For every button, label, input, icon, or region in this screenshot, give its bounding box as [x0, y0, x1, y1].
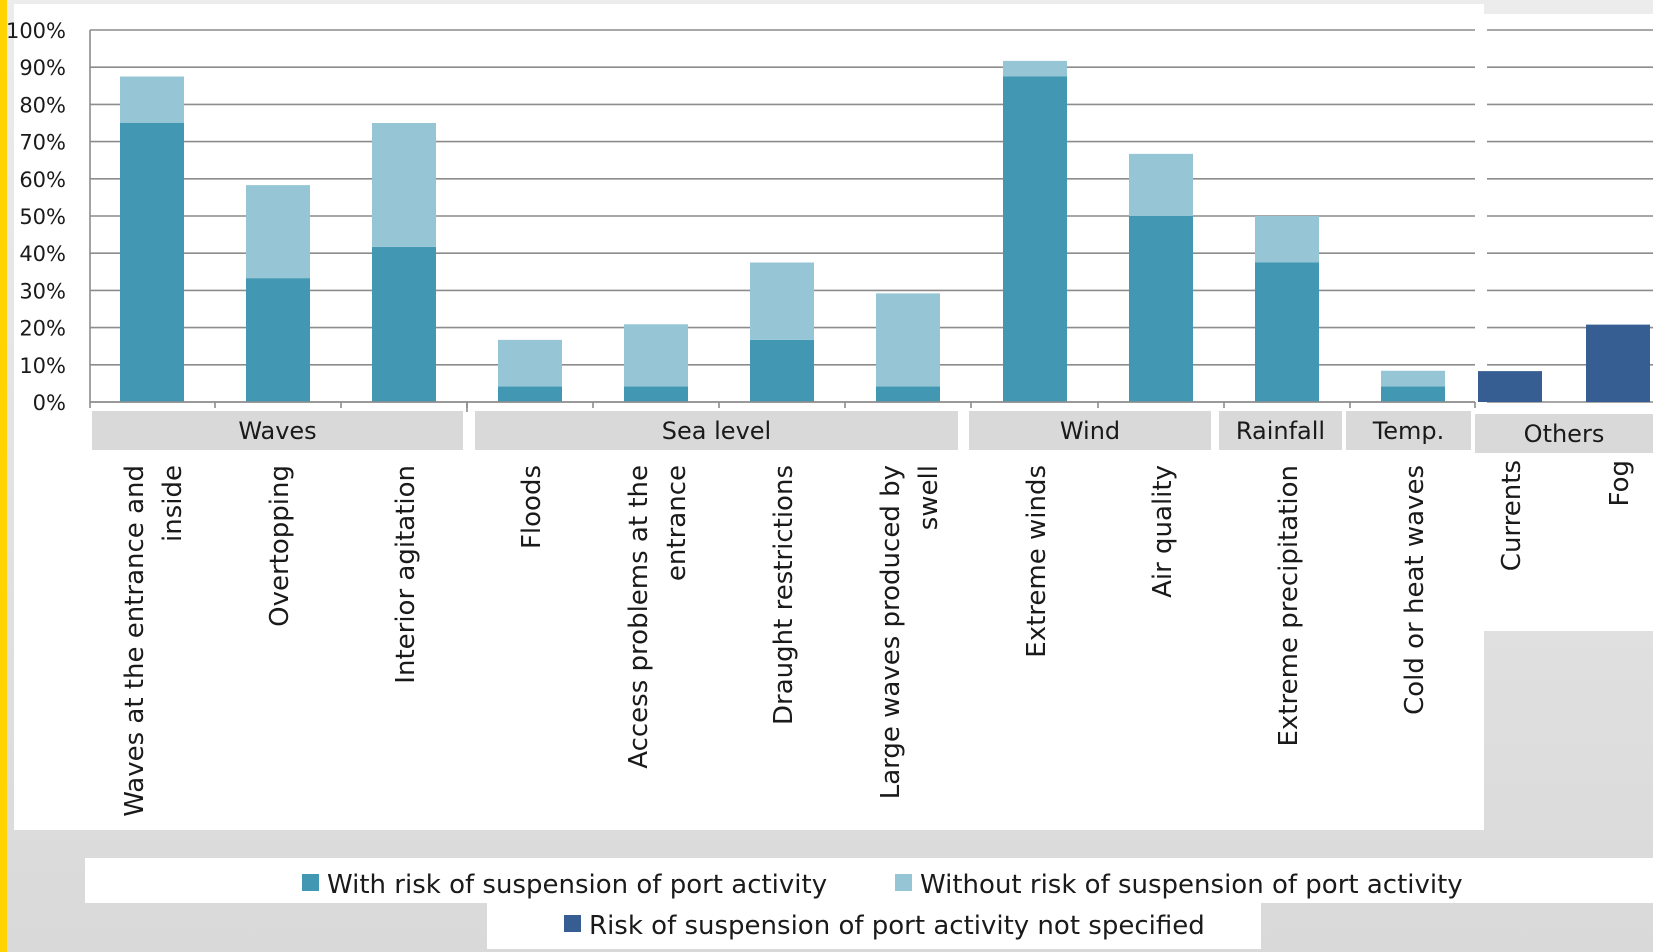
y-tick-label: 20% — [19, 317, 66, 341]
bar-floods-with-risk-of-suspension-of-port-activity — [498, 386, 562, 402]
y-tick-label: 80% — [19, 93, 66, 117]
x-tick-label-currents: Currents — [1497, 460, 1527, 571]
bar-draught-restrictions-with-risk-of-suspension-of-port-activity — [750, 339, 814, 402]
y-tick-label: 30% — [19, 279, 66, 303]
x-tick-label-waves-at-the-entrance-and-inside: Waves at the entrance and — [120, 465, 150, 817]
gridlines — [90, 29, 1653, 403]
bars — [120, 60, 1650, 402]
y-tick-label: 10% — [19, 354, 66, 378]
x-tick-label-fog: Fog — [1605, 460, 1635, 506]
bar-overtopping-without-risk-of-suspension-of-port-activity — [246, 185, 310, 279]
bar-cold-or-heat-waves-with-risk-of-suspension-of-port-activity — [1381, 386, 1445, 402]
bar-extreme-precipitation-without-risk-of-suspension-of-port-activity — [1255, 216, 1319, 263]
legend-swatch-not-specified — [564, 915, 581, 932]
bar-large-waves-produced-by-swell-with-risk-of-suspension-of-port-activity — [876, 386, 940, 402]
legend-item-not-specified: Risk of suspension of port activity not … — [564, 911, 1205, 941]
x-tick-label-draught-restrictions: Draught restrictions — [769, 465, 799, 725]
group-box-sea-level — [475, 411, 958, 450]
bar-interior-agitation-with-risk-of-suspension-of-port-activity — [372, 246, 436, 402]
bar-air-quality-without-risk-of-suspension-of-port-activity — [1129, 153, 1193, 216]
bar-interior-agitation-without-risk-of-suspension-of-port-activity — [372, 123, 436, 247]
group-box-rainfall — [1219, 411, 1342, 450]
y-tick-label: 70% — [19, 131, 66, 155]
legend-item-with-risk: With risk of suspension of port activity — [302, 870, 827, 900]
y-tick-label: 90% — [19, 56, 66, 80]
bar-access-problems-at-the-entrance-with-risk-of-suspension-of-port-activity — [624, 386, 688, 402]
legend-swatch-without-risk — [895, 874, 912, 891]
y-axis-ticks: 0% 10% 20% 30% 40% 50% 60% 70% 80% 90% 100% — [6, 19, 66, 415]
legend-panel-secondary — [487, 903, 1261, 949]
group-box-waves — [92, 411, 463, 450]
bar-fog-risk-of-suspension-of-port-activity-not-specified — [1586, 324, 1650, 402]
x-tick-label-waves-at-the-entrance-and-inside: inside — [158, 465, 188, 542]
legend-label-with-risk: With risk of suspension of port activity — [327, 870, 828, 900]
x-tick-label-interior-agitation: Interior agitation — [391, 465, 421, 684]
legend-label-without-risk: Without risk of suspension of port activ… — [920, 870, 1463, 900]
x-tick-label-floods: Floods — [517, 465, 547, 549]
x-tick-label-extreme-winds: Extreme winds — [1022, 465, 1052, 658]
bar-large-waves-produced-by-swell-without-risk-of-suspension-of-port-activity — [876, 293, 940, 387]
bar-waves-at-the-entrance-and-inside-without-risk-of-suspension-of-port-activity — [120, 76, 184, 123]
x-tick-label-overtopping: Overtopping — [265, 465, 295, 627]
others-chart-panel — [1484, 14, 1653, 631]
group-box-temp — [1346, 411, 1471, 450]
legend-item-without-risk: Without risk of suspension of port activ… — [895, 870, 1463, 900]
category-groups: Waves Sea level Wind Rainfall Temp. Others — [92, 411, 1653, 453]
x-tick-label-access-problems-at-the-entrance: entrance — [662, 465, 692, 581]
group-label-waves: Waves — [238, 417, 316, 445]
x-tick-label-extreme-precipitation: Extreme precipitation — [1274, 465, 1304, 747]
legend-label-not-specified: Risk of suspension of port activity not … — [589, 911, 1205, 941]
bar-floods-without-risk-of-suspension-of-port-activity — [498, 339, 562, 387]
axes — [89, 30, 1476, 412]
bar-currents-risk-of-suspension-of-port-activity-not-specified — [1478, 371, 1542, 402]
x-tick-label-large-waves-produced-by-swell: Large waves produced by — [876, 465, 906, 799]
group-label-rainfall: Rainfall — [1236, 417, 1325, 445]
x-axis-labels: Waves at the entrance and inside Overtoppi… — [120, 460, 1635, 817]
x-tick-label-cold-or-heat-waves: Cold or heat waves — [1400, 465, 1430, 715]
group-label-wind: Wind — [1060, 417, 1120, 445]
bar-extreme-winds-with-risk-of-suspension-of-port-activity — [1003, 76, 1067, 402]
accent-stripe — [0, 0, 7, 952]
y-tick-label: 0% — [33, 391, 66, 415]
group-box-wind — [969, 411, 1211, 450]
bar-extreme-winds-without-risk-of-suspension-of-port-activity — [1003, 60, 1067, 77]
bar-waves-at-the-entrance-and-inside-with-risk-of-suspension-of-port-activity — [120, 123, 184, 402]
legend-swatch-with-risk — [302, 874, 319, 891]
group-label-others: Others — [1524, 420, 1605, 448]
bar-cold-or-heat-waves-without-risk-of-suspension-of-port-activity — [1381, 370, 1445, 387]
bar-extreme-precipitation-with-risk-of-suspension-of-port-activity — [1255, 262, 1319, 402]
bar-access-problems-at-the-entrance-without-risk-of-suspension-of-port-activity — [624, 324, 688, 387]
group-label-temp: Temp. — [1372, 417, 1445, 445]
y-tick-label: 40% — [19, 242, 66, 266]
x-tick-label-air-quality: Air quality — [1148, 465, 1178, 598]
x-tick-label-large-waves-produced-by-swell: swell — [914, 465, 944, 530]
bar-air-quality-with-risk-of-suspension-of-port-activity — [1129, 216, 1193, 402]
bar-draught-restrictions-without-risk-of-suspension-of-port-activity — [750, 262, 814, 340]
y-tick-label: 100% — [6, 19, 66, 43]
group-box-others — [1475, 414, 1653, 453]
group-label-sea-level: Sea level — [662, 417, 771, 445]
legend-panel — [85, 858, 1653, 903]
x-tick-label-access-problems-at-the-entrance: Access problems at the — [624, 465, 654, 769]
y-tick-label: 50% — [19, 205, 66, 229]
y-tick-label: 60% — [19, 168, 66, 192]
bar-overtopping-with-risk-of-suspension-of-port-activity — [246, 278, 310, 402]
